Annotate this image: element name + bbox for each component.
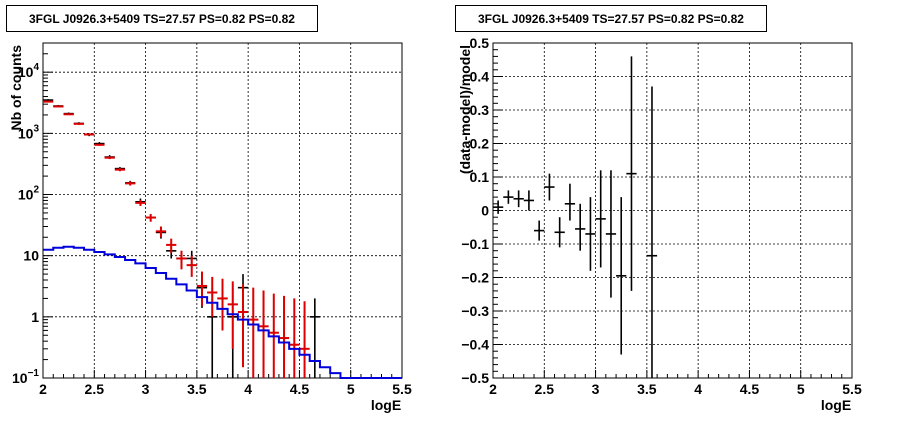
y-tick-label: −0.2 [461,270,489,286]
y-tick-label: 10 [23,248,39,264]
residual-point [595,170,606,268]
residual-point [605,170,617,298]
model-point [278,295,290,378]
left-plot-title: 3FGL J0926.3+5409 TS=27.57 PS=0.82 PS=0.… [6,5,318,32]
y-tick-label: 0.3 [470,102,490,118]
model-point [186,255,197,277]
model-point [217,278,228,331]
model-point [248,287,259,378]
model-point [258,290,269,378]
x-tick-label: 3 [592,381,600,397]
x-axis-title: logE [821,397,851,413]
data-point [309,298,320,378]
model-point [135,200,146,206]
model-point [176,250,187,270]
x-tick-label: 4.5 [290,381,310,397]
residual-point [523,190,535,211]
y-tick-label: 0.4 [470,69,490,85]
y-tick-label: 103 [18,123,40,141]
y-axis-title: Nb of counts [8,45,24,131]
residual-point [564,183,576,221]
y-axis-title: (data-model)/model [457,45,473,174]
model-point [114,168,126,172]
model-point [94,143,105,146]
y-tick-label: 0 [481,203,489,219]
x-tick-label: 2.5 [535,381,555,397]
y-tick-label: 0.2 [470,136,490,152]
x-tick-label: 2.5 [85,381,105,397]
model-point [125,181,136,186]
y-tick-label: 102 [18,185,40,203]
model-point [104,156,115,160]
residual-point [575,203,586,251]
x-tick-label: 4.5 [740,381,760,397]
x-tick-label: 2 [39,381,47,397]
x-tick-label: 5 [347,381,355,397]
model-point [196,271,208,307]
y-tick-label: −0.1 [461,236,489,252]
y-tick-label: 104 [18,62,40,80]
residual-point [554,217,565,248]
model-point [145,214,156,222]
x-tick-label: 5 [797,381,805,397]
residual-point [585,197,596,271]
model-point [63,113,74,116]
model-point [43,100,54,103]
x-tick-label: 4 [244,381,252,397]
model-point [155,226,167,238]
residual-point [646,86,658,378]
model-point [73,122,85,125]
y-tick-label: −0.3 [461,303,489,319]
x-tick-label: 4 [694,381,702,397]
residual-point [503,190,514,204]
residual-point [493,200,504,214]
model-point [289,298,300,378]
residual-point [616,197,627,355]
x-tick-label: 3.5 [637,381,657,397]
x-tick-label: 3 [142,381,150,397]
model-point [53,105,64,108]
residual-point [534,220,545,241]
y-tick-label: −0.4 [461,337,489,353]
y-tick-label: 0.5 [470,35,490,51]
x-tick-label: 3.5 [187,381,207,397]
y-tick-label: 1 [31,309,39,325]
model-point [207,276,218,317]
model-point [84,133,95,136]
residual-point [513,190,524,208]
y-tick-label: 10−1 [12,368,39,386]
x-tick-label: 5.5 [842,381,862,397]
x-tick-label: 2 [489,381,497,397]
residual-point [626,56,637,291]
plot-frame [42,42,403,379]
model-point [299,301,310,378]
x-axis-title: logE [371,397,401,413]
component-step-line [43,245,402,379]
model-point [237,284,249,368]
right-plot-title: 3FGL J0926.3+5409 TS=27.57 PS=0.82 PS=0.… [455,5,767,32]
x-tick-label: 5.5 [392,381,412,397]
y-tick-label: 0.1 [470,169,490,185]
residual-point [544,173,555,201]
y-tick-label: −0.5 [461,370,489,386]
model-point [166,238,177,254]
